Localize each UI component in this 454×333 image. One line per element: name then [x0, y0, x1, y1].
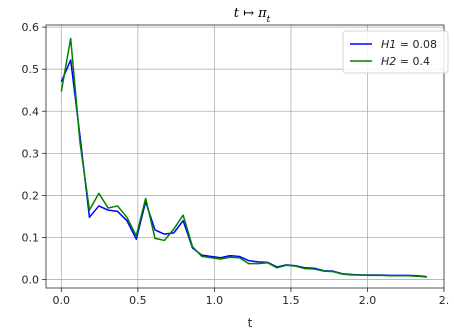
x-tick-label: 0.5 — [129, 294, 147, 307]
y-tick-label: 0.1 — [22, 232, 40, 245]
chart-title: t ↦ πt — [234, 6, 271, 25]
y-tick-label: 0.4 — [22, 105, 40, 118]
y-tick-label: 0.3 — [22, 147, 40, 160]
x-axis-label: t — [248, 316, 253, 330]
y-tick-label: 0.6 — [22, 21, 40, 34]
x-gridlines — [60, 25, 368, 288]
x-tick-label: 2. — [439, 294, 450, 307]
x-tick-label: 1.0 — [206, 294, 224, 307]
series-lines — [60, 37, 427, 278]
x-axis-ticks: 0.0 0.5 1.0 1.5 2.0 2. — [53, 288, 450, 307]
series-line-h2 — [60, 37, 427, 278]
legend-box — [342, 30, 449, 74]
x-tick-label: 2.0 — [359, 294, 377, 307]
legend: H1 = 0.08 H2 = 0.4 — [342, 30, 449, 74]
y-gridlines — [46, 26, 444, 280]
legend-entry-h2: H2 = 0.4 — [381, 55, 430, 68]
plot-area — [45, 24, 445, 289]
legend-entry-h1: H1 = 0.08 — [381, 38, 437, 51]
y-tick-label: 0.0 — [22, 274, 40, 287]
y-axis-ticks: 0.0 0.1 0.2 0.3 0.4 0.5 0.6 — [22, 21, 46, 287]
y-tick-label: 0.5 — [22, 63, 40, 76]
y-tick-label: 0.2 — [22, 189, 40, 202]
x-tick-label: 0.0 — [53, 294, 71, 307]
x-tick-label: 1.5 — [282, 294, 300, 307]
series-line-h1 — [60, 59, 427, 278]
